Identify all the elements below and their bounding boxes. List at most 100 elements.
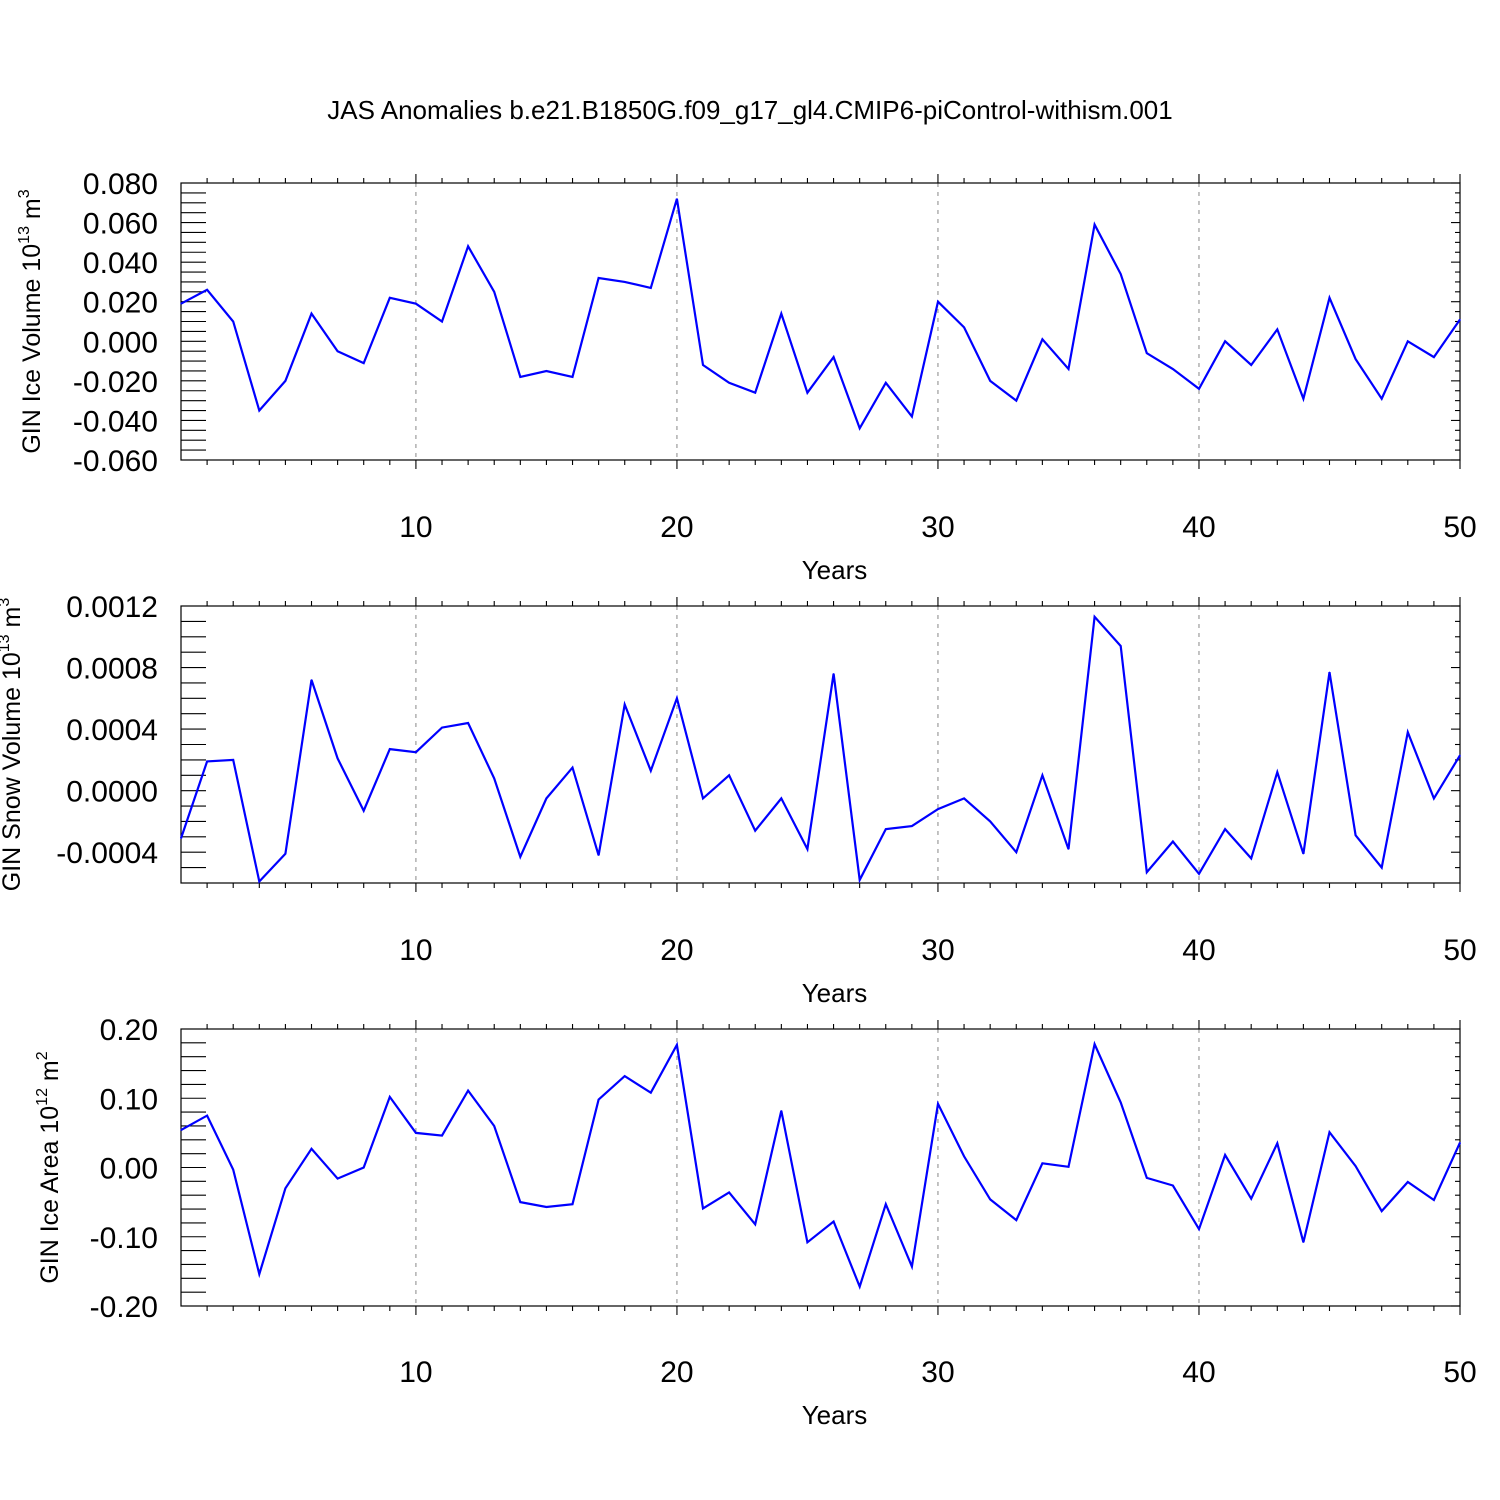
data-point — [1354, 834, 1357, 836]
series-line — [179, 614, 1461, 884]
data-point — [702, 797, 704, 799]
data-point — [206, 760, 208, 763]
y-axis-label: GIN Ice Volume 1013 m3 — [16, 189, 46, 453]
data-point — [911, 825, 913, 827]
y-tick-label: 0.20 — [100, 1014, 158, 1047]
data-point — [180, 303, 182, 305]
data-point — [1354, 1165, 1357, 1167]
data-point — [806, 1241, 809, 1243]
x-tick-label: 10 — [399, 934, 432, 967]
data-point — [519, 856, 521, 858]
data-point — [832, 356, 835, 358]
data-point — [1302, 853, 1304, 855]
data-point — [1250, 1198, 1252, 1200]
y-axis-label-text: GIN Snow Volume 10 — [0, 652, 26, 891]
data-point — [780, 312, 782, 315]
data-point — [624, 703, 626, 706]
data-point — [441, 320, 443, 323]
data-point — [1381, 1210, 1383, 1212]
data-point — [676, 198, 678, 200]
data-point — [859, 427, 861, 429]
data-point — [258, 1273, 260, 1275]
data-point — [1120, 645, 1122, 647]
x-tick-label: 40 — [1182, 1356, 1215, 1389]
panel-snow-volume: 10 20 30 40 50 -0.0004 0.0000 0.0004 0.0008 0.001… — [0, 591, 1477, 1008]
data-point — [1407, 731, 1409, 733]
data-point — [963, 1155, 965, 1158]
data-point — [310, 312, 313, 315]
data-point — [519, 376, 521, 378]
y-axis-label-unit-exponent: 2 — [34, 1051, 51, 1060]
data-point — [1120, 1101, 1122, 1104]
data-point — [1407, 340, 1409, 342]
x-tick-label: 50 — [1443, 1356, 1476, 1389]
data-point — [806, 392, 809, 394]
data-point — [911, 1265, 913, 1268]
plot-frame — [180, 182, 1461, 461]
x-tick-label: 50 — [1443, 511, 1476, 544]
data-point — [232, 1168, 234, 1171]
data-point — [415, 303, 417, 305]
data-point — [1041, 338, 1043, 340]
data-point — [337, 350, 339, 352]
data-point — [467, 245, 469, 247]
y-axis-label: GIN Snow Volume 1013 m3 — [0, 598, 26, 892]
data-point — [676, 697, 678, 699]
data-point — [1146, 871, 1148, 873]
data-point — [1381, 867, 1383, 869]
data-point — [1093, 616, 1096, 618]
data-point — [1250, 857, 1252, 859]
y-tick-label: 0.0004 — [66, 714, 158, 747]
data-point — [232, 759, 234, 761]
data-point — [1302, 398, 1304, 400]
data-point — [1328, 297, 1331, 299]
y-axis-label-unit-exponent: 3 — [16, 189, 33, 198]
data-point — [780, 1110, 782, 1112]
data-point — [337, 757, 339, 759]
data-point — [859, 879, 861, 881]
plot-frame — [180, 1028, 1461, 1307]
data-point — [989, 1198, 991, 1200]
data-point — [258, 880, 260, 883]
data-point — [1433, 356, 1435, 358]
data-point — [389, 1096, 391, 1098]
data-point — [885, 1203, 887, 1205]
data-point — [1041, 1162, 1043, 1164]
data-point — [1381, 398, 1383, 400]
data-point — [1459, 318, 1461, 321]
data-point — [1276, 771, 1278, 773]
y-tick-label: 0.080 — [83, 168, 158, 201]
data-point — [545, 1206, 548, 1208]
data-point — [363, 1166, 365, 1169]
data-point — [885, 828, 887, 830]
data-point — [389, 297, 391, 299]
data-point — [937, 808, 939, 810]
chart-title: JAS Anomalies b.e21.B1850G.f09_g17_gl4.C… — [327, 95, 1172, 125]
y-tick-label: 0.000 — [83, 326, 158, 359]
data-point — [363, 810, 365, 812]
data-point — [337, 1177, 339, 1180]
data-point — [754, 1223, 756, 1225]
data-point — [1015, 851, 1017, 853]
y-tick-label: -0.20 — [90, 1291, 158, 1324]
panel-ice-area: 10 20 30 40 50 -0.20 -0.10 0.00 0.10 0.20 Years GIN… — [34, 1014, 1477, 1430]
y-axis-label-exponent: 12 — [34, 1088, 51, 1106]
data-point — [493, 1125, 495, 1127]
data-point — [1067, 1166, 1070, 1168]
data-point — [754, 830, 756, 832]
data-point — [441, 726, 443, 729]
data-point — [571, 376, 574, 378]
y-tick-label: -0.060 — [73, 445, 158, 478]
data-point — [650, 770, 652, 772]
y-axis-label-exponent: 13 — [0, 634, 13, 652]
data-point — [676, 1044, 678, 1046]
data-point — [1146, 352, 1148, 354]
y-tick-label: 0.00 — [100, 1153, 158, 1186]
x-axis-label: Years — [802, 978, 868, 1008]
data-point — [571, 1203, 574, 1205]
y-axis-label-unit-exponent: 3 — [0, 598, 13, 607]
data-point — [467, 1090, 469, 1092]
data-point — [1224, 828, 1226, 830]
x-tick-label: 20 — [660, 1356, 693, 1389]
